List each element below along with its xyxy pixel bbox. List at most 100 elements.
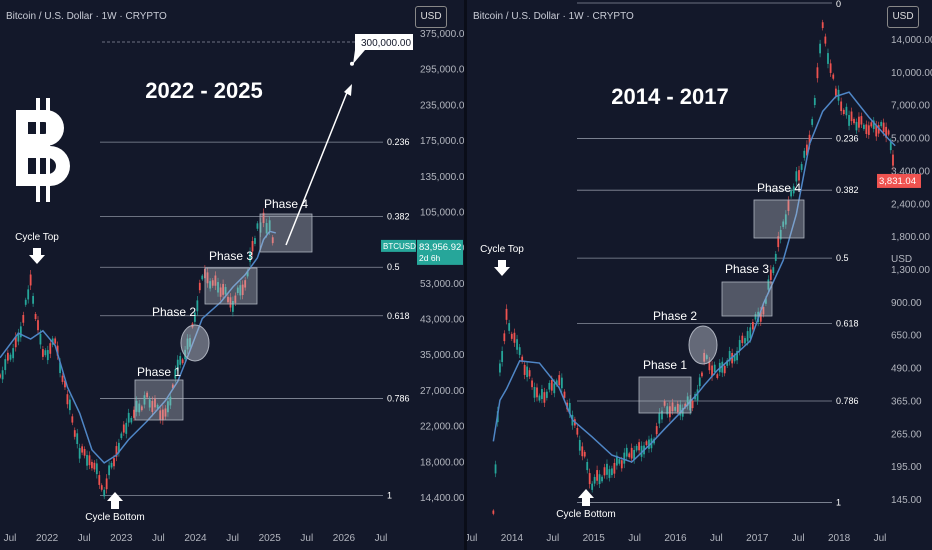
candle-body [593, 476, 596, 484]
candle-body [733, 355, 736, 362]
candle-body [259, 222, 262, 233]
phase-highlight[interactable] [721, 281, 773, 317]
candle-body [711, 365, 713, 377]
candle-body [834, 88, 837, 96]
candle-body [754, 314, 757, 320]
currency-button[interactable]: USD [415, 6, 447, 28]
phase-highlight[interactable] [134, 379, 184, 421]
candle-body [769, 269, 772, 280]
candle-body [66, 394, 69, 405]
price-tag-bg [417, 239, 463, 265]
down-arrow-icon [494, 260, 510, 276]
candle-body [882, 122, 885, 133]
candle-body [691, 400, 694, 409]
candle-body [24, 299, 27, 305]
right-chart-panel[interactable]: Bitcoin / U.S. Dollar · 1W · CRYPTO 14,00… [467, 0, 932, 550]
candle-body [494, 464, 497, 474]
cycle-top-label: Cycle Top [480, 244, 524, 255]
candle-body [679, 404, 682, 416]
candle-body [648, 439, 650, 449]
right-chart-svg[interactable]: Bitcoin / U.S. Dollar · 1W · CRYPTO 14,00… [467, 0, 932, 550]
candle-body [508, 323, 511, 331]
candle-body [492, 510, 495, 514]
left-chart-panel[interactable]: Bitcoin / U.S. Dollar · 1W · CRYPTO 375,0… [0, 0, 464, 550]
candle-body [229, 297, 232, 308]
price-axis-label: 3,400.00 [891, 166, 930, 177]
candle-body [164, 408, 167, 417]
projection-arrow [285, 89, 349, 246]
candle-body [877, 125, 880, 134]
candle-body [892, 154, 894, 166]
phase-highlight[interactable] [180, 324, 210, 362]
candle-body [550, 379, 553, 391]
candle-body [140, 406, 143, 411]
phase-highlight[interactable] [204, 267, 258, 305]
candle-body [779, 229, 782, 240]
candle-body [262, 212, 265, 223]
price-axis-label: 1,300.00 [891, 265, 930, 276]
candle-body [254, 238, 256, 244]
candle-body [78, 448, 81, 459]
candle-body [827, 53, 829, 64]
price-tag-value: 3,831.04 [879, 176, 916, 187]
candle-body [880, 121, 883, 127]
phase-highlight[interactable] [688, 325, 718, 365]
candle-body [206, 272, 209, 284]
candle-body [61, 375, 64, 382]
candle-body [633, 449, 636, 460]
candle-body [148, 399, 151, 408]
candle-body [858, 116, 860, 128]
candle-body [705, 355, 708, 359]
candle-body [222, 283, 224, 295]
candle-body [189, 338, 191, 347]
candle-body [32, 295, 34, 304]
cycle-period-label: 2014 - 2017 [611, 84, 728, 109]
candle-body [586, 461, 589, 471]
candle-body [146, 392, 148, 398]
candle-body [201, 275, 204, 280]
price-axis-label: 235,000.00 [420, 100, 464, 111]
price-axis-label: 22,000.00 [420, 422, 464, 433]
candle-body [95, 463, 98, 475]
candle-body [686, 396, 689, 406]
candle-body [811, 119, 814, 125]
time-axis-label: 2017 [746, 533, 769, 544]
candle-body [179, 356, 182, 365]
candle-body [708, 360, 711, 371]
currency-button[interactable]: USD [887, 6, 919, 28]
candle-body [0, 374, 1, 378]
candle-body [611, 468, 613, 476]
time-axis-label: Jul [78, 533, 91, 544]
phase-label: Phase 4 [264, 197, 308, 211]
candle-body [568, 402, 571, 414]
candle-body [601, 476, 603, 482]
candle-body [787, 200, 790, 211]
candle-body [217, 282, 219, 293]
candle-body [872, 120, 875, 129]
cycle-bottom-label: Cycle Bottom [85, 512, 144, 523]
price-axis-label: 650.00 [891, 331, 922, 342]
phase-highlight[interactable] [259, 213, 313, 253]
candle-body [130, 417, 133, 423]
time-axis-label: 2014 [501, 533, 524, 544]
candle-body [645, 441, 648, 446]
panel-divider[interactable] [464, 0, 467, 550]
phase-highlight[interactable] [638, 376, 692, 414]
candle-body [538, 395, 541, 401]
phase-highlight[interactable] [753, 199, 805, 239]
price-axis-label: 375,000.00 [420, 29, 464, 40]
candles-group [0, 208, 274, 500]
phase-label: Phase 1 [137, 365, 181, 379]
candle-body [867, 125, 870, 135]
candle-body [744, 338, 746, 344]
candle-body [608, 469, 611, 478]
down-arrow-icon [29, 248, 45, 264]
candle-body [848, 115, 850, 126]
left-chart-svg[interactable]: Bitcoin / U.S. Dollar · 1W · CRYPTO 375,0… [0, 0, 464, 550]
candle-body [746, 331, 749, 342]
candle-body [196, 300, 199, 312]
candle-body [499, 363, 501, 373]
candle-body [234, 295, 237, 303]
candle-body [598, 474, 601, 485]
